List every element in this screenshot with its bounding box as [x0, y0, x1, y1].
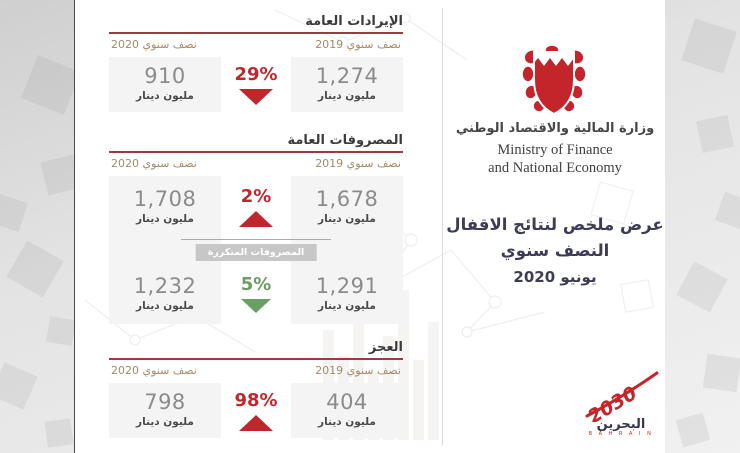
section-underline: [109, 32, 403, 34]
slide-panel: الإيرادات العامة نصف سنوي 2020 نصف سنوي …: [74, 0, 665, 453]
expenditures-title: المصروفات العامة: [287, 133, 403, 148]
revenues-change-indicator: 29%: [221, 57, 291, 112]
revenues-value-2019: 1,274 مليون دينار: [291, 57, 403, 112]
col-label-2019: نصف سنوي 2019: [315, 38, 401, 51]
expenditures-change-indicator: 2%: [221, 176, 291, 237]
decor-square: [21, 55, 74, 115]
decor-square: [714, 191, 740, 231]
section-underline: [109, 151, 403, 153]
vision-country-arabic: البحرين: [596, 417, 646, 432]
value-unit: مليون دينار: [136, 416, 194, 428]
panel-divider: [442, 8, 443, 445]
value-unit: مليون دينار: [318, 213, 376, 225]
separator-line: [181, 239, 331, 240]
col-label-2020: نصف سنوي 2020: [111, 38, 197, 51]
recurring-value-2020: 1,232 مليون دينار: [109, 263, 221, 324]
value-unit: مليون دينار: [136, 300, 194, 312]
vision-country-english: B A H R A I N: [588, 431, 654, 437]
ministry-en-line2: and National Economy: [488, 159, 622, 176]
change-percent: 2%: [240, 185, 272, 207]
recurring-values-row: 1,232 مليون دينار 5% 1,291 مليون دينار: [109, 263, 403, 324]
revenues-section: الإيرادات العامة نصف سنوي 2020 نصف سنوي …: [109, 12, 403, 112]
deficit-change-indicator: 98%: [221, 383, 291, 438]
title-line3: يونيو 2020: [513, 268, 597, 286]
right-margin-decor: [665, 0, 740, 453]
decor-square: [45, 315, 74, 347]
deficit-value-2019: 404 مليون دينار: [291, 383, 403, 438]
recurring-badge: المصروفات المتكررة: [195, 244, 317, 261]
deficit-section: العجز نصف سنوي 2020 نصف سنوي 2019 798 مل…: [109, 338, 403, 438]
value-number: 1,274: [315, 64, 379, 88]
expenditures-values-row: 1,708 مليون دينار 2% 1,678 مليون دينار: [109, 176, 403, 237]
value-number: 798: [144, 390, 186, 414]
revenues-value-2020: 910 مليون دينار: [109, 57, 221, 112]
revenues-values-row: 910 مليون دينار 29% 1,274 مليون دينار: [109, 57, 403, 112]
recurring-change-indicator: 5%: [221, 263, 291, 324]
recurring-value-2019: 1,291 مليون دينار: [291, 263, 403, 324]
decor-square: [702, 353, 740, 393]
section-underline: [109, 358, 403, 360]
expenditures-value-2019: 1,678 مليون دينار: [291, 176, 403, 237]
revenues-title: الإيرادات العامة: [305, 14, 403, 29]
ministry-name-english: Ministry of Finance and National Economy: [455, 142, 655, 177]
bahrain-2030-logo: 2030 البحرين B A H R A I N: [579, 368, 663, 448]
decor-square: [40, 154, 74, 196]
expenditures-value-2020: 1,708 مليون دينار: [109, 176, 221, 237]
title-line1: عرض ملخص لنتائج الاقفال: [446, 215, 664, 234]
col-label-2019: نصف سنوي 2019: [315, 157, 401, 170]
change-percent: 29%: [234, 63, 278, 85]
col-label-2019: نصف سنوي 2019: [315, 364, 401, 377]
decor-square: [0, 362, 38, 410]
value-unit: مليون دينار: [136, 90, 194, 102]
recurring-separator: المصروفات المتكررة: [109, 237, 403, 263]
decor-square: [681, 18, 737, 74]
value-number: 1,291: [315, 274, 379, 298]
col-label-2020: نصف سنوي 2020: [111, 157, 197, 170]
value-unit: مليون دينار: [318, 300, 376, 312]
value-number: 1,708: [133, 187, 197, 211]
vision-2030-mark-icon: 2030: [584, 371, 659, 422]
change-percent: 5%: [240, 273, 272, 295]
arrow-up-icon: [239, 210, 273, 227]
value-unit: مليون دينار: [318, 416, 376, 428]
deficit-title: العجز: [368, 340, 403, 355]
arrow-up-icon: [239, 414, 273, 431]
expenditures-section: المصروفات العامة نصف سنوي 2020 نصف سنوي …: [109, 131, 403, 324]
column-labels: نصف سنوي 2020 نصف سنوي 2019: [109, 34, 403, 57]
expenditures-box: 1,708 مليون دينار 2% 1,678 مليون دينار ا…: [109, 176, 403, 324]
title-line2: النصف سنوي: [500, 241, 610, 260]
decor-square: [676, 261, 728, 313]
column-labels: نصف سنوي 2020 نصف سنوي 2019: [109, 360, 403, 383]
value-number: 404: [326, 390, 368, 414]
change-percent: 98%: [234, 389, 278, 411]
bahrain-coat-of-arms-icon: [522, 44, 586, 116]
value-number: 1,678: [315, 187, 379, 211]
arrow-down-icon: [239, 88, 273, 105]
value-number: 1,232: [133, 274, 197, 298]
value-unit: مليون دينار: [318, 90, 376, 102]
deficit-value-2020: 798 مليون دينار: [109, 383, 221, 438]
deficit-values-row: 798 مليون دينار 98% 404 مليون دينار: [109, 383, 403, 438]
column-labels: نصف سنوي 2020 نصف سنوي 2019: [109, 153, 403, 176]
ministry-en-line1: Ministry of Finance: [497, 142, 613, 158]
value-unit: مليون دينار: [136, 213, 194, 225]
decor-square: [696, 115, 734, 153]
decor-square: [6, 240, 64, 298]
presentation-title: عرض ملخص لنتائج الاقفال النصف سنوي يونيو…: [440, 212, 670, 290]
decor-square: [0, 194, 28, 232]
decor-square: [44, 418, 74, 448]
left-margin-decor: [0, 0, 74, 453]
col-label-2020: نصف سنوي 2020: [111, 364, 197, 377]
branding-panel: وزارة المالية والاقتصاد الوطني Ministry …: [446, 0, 664, 453]
decor-square: [675, 412, 711, 448]
value-number: 910: [144, 64, 186, 88]
arrow-down-icon: [241, 298, 271, 313]
ministry-name-arabic: وزارة المالية والاقتصاد الوطني: [455, 121, 655, 136]
